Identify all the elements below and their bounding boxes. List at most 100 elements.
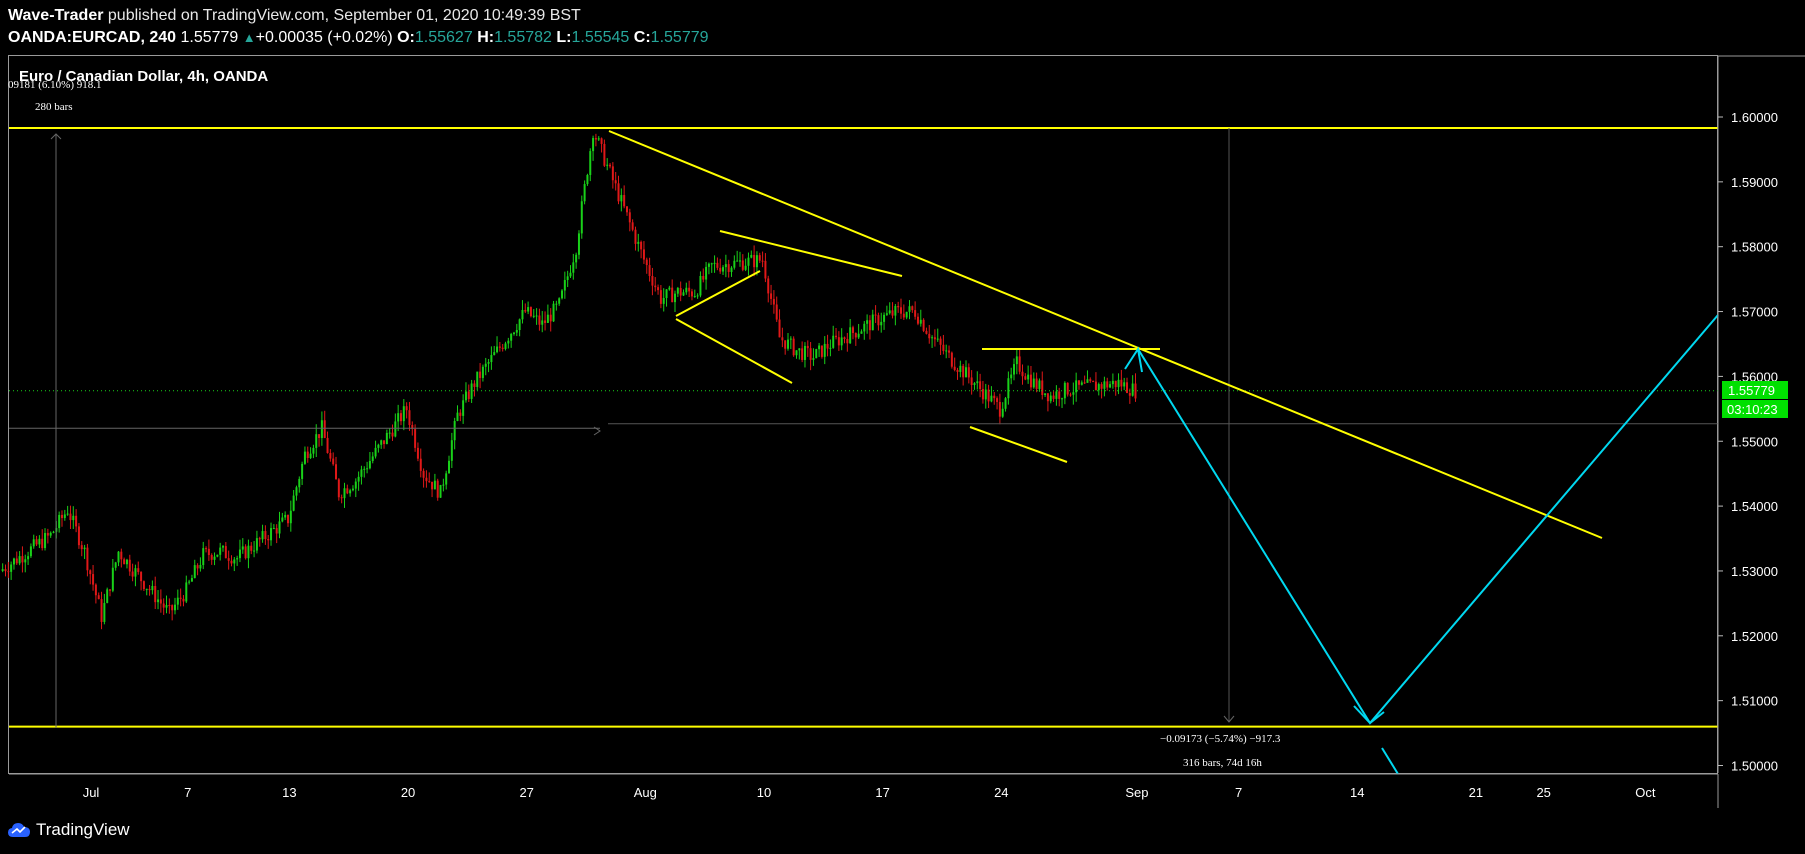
candle-body	[628, 212, 631, 223]
candle-body	[1024, 376, 1027, 380]
x-tick-label: 27	[519, 785, 533, 800]
tradingview-logo[interactable]: TradingView	[8, 820, 130, 840]
candle-body	[151, 585, 154, 591]
candle-body	[202, 548, 205, 566]
candle-body	[922, 319, 925, 331]
candle-body	[984, 389, 987, 400]
candle-body	[851, 327, 854, 334]
trendline	[608, 130, 1603, 539]
candle-body	[453, 420, 456, 441]
candle-body	[222, 546, 225, 548]
y-tick-label: 1.59000	[1731, 175, 1778, 190]
candle-body	[46, 533, 49, 536]
candle-body	[583, 184, 586, 202]
footer: TradingView	[0, 818, 1805, 854]
candle-body	[490, 355, 493, 363]
candle-body	[905, 311, 908, 318]
cloud-icon	[8, 823, 30, 837]
x-tick-label: Oct	[1635, 785, 1656, 800]
candle-body	[12, 558, 15, 565]
close-value: 1.55779	[650, 29, 709, 46]
candle-body	[823, 343, 826, 357]
candle-body	[1109, 384, 1112, 388]
candle-body	[340, 497, 343, 499]
candle-body	[244, 546, 247, 559]
candle-body	[544, 320, 547, 323]
symbol-info: OANDA:EURCAD, 240 1.55779 ▲+0.00035 (+0.…	[8, 29, 709, 47]
candle-body	[326, 437, 329, 453]
candle-body	[431, 481, 434, 490]
candle-body	[1, 569, 4, 571]
low-label: L:	[556, 29, 572, 46]
x-tick-label: 13	[282, 785, 296, 800]
candle-body	[933, 337, 936, 340]
candle-body	[648, 265, 651, 277]
candle-body	[877, 315, 880, 326]
candle-body	[15, 558, 18, 564]
publisher-name[interactable]: Wave-Trader	[8, 7, 104, 24]
candle-body	[247, 545, 250, 559]
candle-body	[267, 539, 270, 541]
candle-body	[24, 559, 27, 563]
candle-body	[1061, 398, 1064, 400]
candle-body	[1041, 380, 1044, 395]
candle-body	[1089, 379, 1092, 382]
candle-body	[419, 458, 422, 471]
candle-body	[484, 363, 487, 367]
candle-body	[320, 420, 323, 438]
candle-body	[210, 555, 213, 560]
candle-body	[645, 259, 648, 266]
candle-body	[414, 428, 417, 448]
candle-body	[464, 391, 467, 401]
candle-body	[600, 138, 603, 144]
candle-body	[1029, 374, 1032, 388]
countdown-label: 03:10:23	[1727, 402, 1778, 417]
candle-body	[572, 262, 575, 273]
candle-body	[185, 582, 188, 602]
symbol-label[interactable]: OANDA:EURCAD, 240	[8, 29, 177, 46]
x-tick-label: 25	[1536, 785, 1550, 800]
candle-body	[818, 345, 821, 350]
candle-body	[767, 278, 770, 294]
candle-body	[919, 319, 922, 324]
top-bars-label: 280 bars	[35, 101, 73, 113]
candle-body	[397, 413, 400, 422]
candle-body	[801, 348, 804, 360]
candle-body	[634, 229, 637, 244]
candle-body	[371, 456, 374, 461]
candle-body	[111, 567, 114, 591]
candle-body	[546, 314, 549, 323]
candle-body	[566, 276, 569, 281]
candle-body	[49, 532, 52, 536]
candle-body	[555, 303, 558, 305]
candle-body	[1021, 371, 1024, 377]
projection-arrow-down	[1353, 705, 1385, 725]
y-tick-label: 1.60000	[1731, 110, 1778, 125]
candle-body	[1001, 408, 1004, 417]
candle-body	[301, 463, 304, 479]
candle-body	[1092, 381, 1095, 383]
candle-body	[993, 395, 996, 399]
candle-body	[637, 241, 640, 244]
candle-body	[668, 287, 671, 290]
candle-body	[504, 343, 507, 349]
candle-body	[332, 458, 335, 465]
candle-body	[789, 338, 792, 340]
candle-body	[224, 546, 227, 559]
candle-body	[4, 569, 7, 572]
candle-body	[685, 287, 688, 293]
candle-body	[707, 263, 710, 267]
candle-body	[727, 264, 730, 272]
candle-body	[623, 195, 626, 207]
open-label: O:	[397, 29, 415, 46]
candle-body	[688, 287, 691, 292]
candle-body	[1007, 378, 1010, 399]
candle-body	[250, 545, 253, 551]
candle-body	[1063, 382, 1066, 399]
candle-body	[1066, 382, 1069, 395]
candle-body	[58, 514, 61, 529]
candle-body	[1128, 393, 1131, 396]
candle-body	[315, 434, 318, 448]
candle-body	[835, 335, 838, 338]
